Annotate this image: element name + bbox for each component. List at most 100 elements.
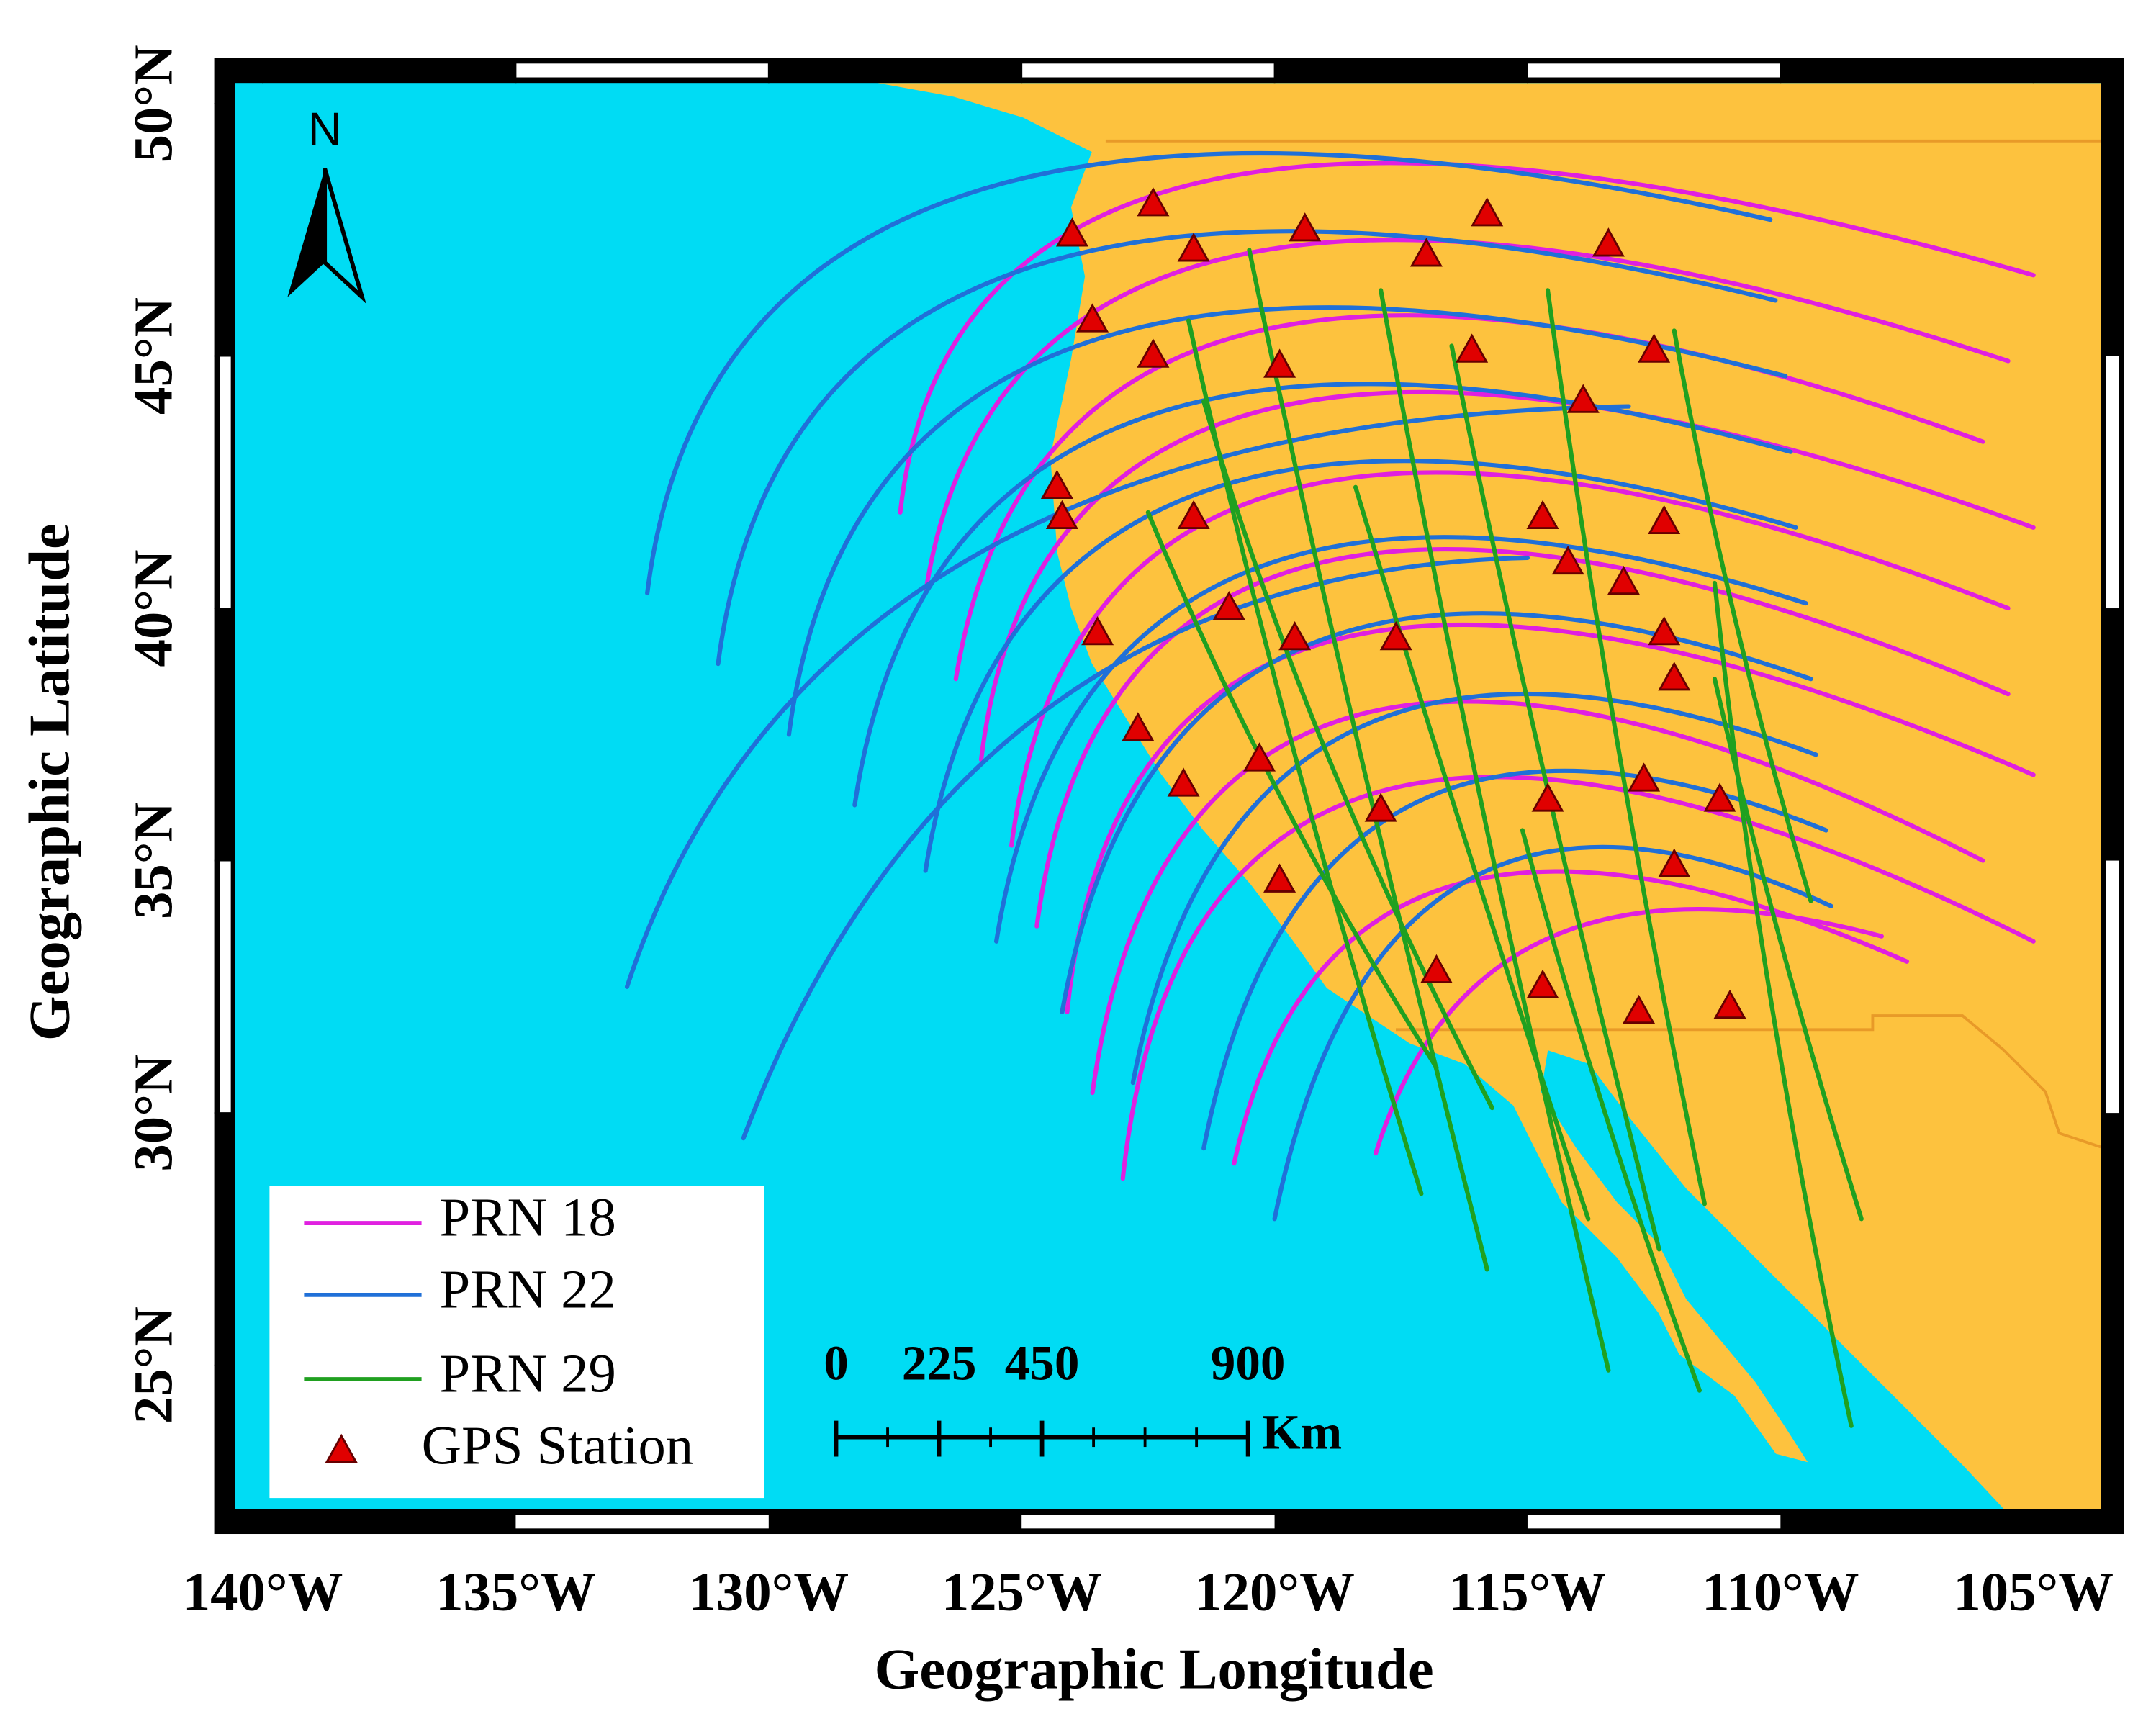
track xyxy=(716,229,1778,667)
gps-station xyxy=(1607,565,1640,595)
y-tick-label: 30°N xyxy=(122,1055,184,1172)
north-arrow-left xyxy=(287,168,325,297)
x-axis-label: Geographic Longitude xyxy=(874,1637,1433,1701)
track xyxy=(1712,677,1864,1222)
legend-label: PRN 29 xyxy=(440,1343,616,1404)
gps-station xyxy=(1137,338,1170,368)
y-tick-label: 25°N xyxy=(122,1306,184,1424)
scale-label: 0 xyxy=(824,1335,849,1391)
track xyxy=(1034,546,2011,929)
scale-bar: 0 225 450 900 Km xyxy=(824,1335,1342,1460)
gps-station xyxy=(1289,212,1322,242)
legend-label: PRN 18 xyxy=(440,1187,616,1248)
x-tick-label: 110°W xyxy=(1702,1561,1859,1623)
frame-segment xyxy=(515,1515,769,1529)
x-tick-label: 130°W xyxy=(688,1561,849,1623)
x-tick-label: 105°W xyxy=(1953,1561,2114,1623)
scale-unit: Km xyxy=(1262,1404,1342,1459)
gps-station xyxy=(1456,333,1489,363)
scale-label: 450 xyxy=(1005,1335,1080,1391)
gps-station xyxy=(1364,793,1397,822)
y-tick-label: 45°N xyxy=(122,297,184,415)
legend-swatch xyxy=(325,1433,358,1463)
tracks xyxy=(624,150,2036,1428)
track xyxy=(1145,510,1439,1070)
gps-station xyxy=(1658,848,1691,877)
frame-segment xyxy=(2106,356,2119,609)
frame-segment xyxy=(1527,1515,1781,1529)
gps-station xyxy=(1076,303,1109,333)
north-arrow: N xyxy=(287,103,366,304)
x-tick-label: 140°W xyxy=(183,1561,343,1623)
gps-station xyxy=(1278,621,1312,651)
y-axis-label: Geographic Latitude xyxy=(17,523,81,1041)
gps-station xyxy=(1379,621,1412,651)
gps-station xyxy=(1551,545,1584,575)
track xyxy=(1712,580,1854,1428)
gps-station xyxy=(1409,238,1443,267)
north-label: N xyxy=(308,103,342,155)
legend-label: PRN 22 xyxy=(440,1259,616,1320)
track xyxy=(1120,775,2036,1181)
gps-station xyxy=(1263,348,1296,378)
gps-station xyxy=(1638,333,1671,363)
gps-station xyxy=(1566,384,1600,413)
gps-station xyxy=(1648,505,1681,535)
frame-segment xyxy=(1021,63,1275,78)
track xyxy=(993,535,1808,944)
frame-segment xyxy=(2106,860,2119,1114)
track xyxy=(1232,869,1910,1166)
gps-station xyxy=(1703,782,1736,812)
track xyxy=(1272,844,1833,1222)
gps-station xyxy=(1623,994,1656,1024)
legend: PRN 18 PRN 22 PRN 29 GPS Station xyxy=(304,1187,693,1476)
x-tick-label: 115°W xyxy=(1449,1561,1606,1623)
track xyxy=(1520,828,1702,1393)
gps-station xyxy=(1122,712,1155,741)
scale-label: 225 xyxy=(902,1335,977,1391)
y-tick-label: 50°N xyxy=(122,45,184,162)
track xyxy=(898,161,2036,515)
gps-station xyxy=(1263,863,1296,893)
track xyxy=(852,382,1793,808)
gps-station xyxy=(1420,954,1453,984)
track xyxy=(1379,288,1611,1373)
gps-station xyxy=(1212,590,1245,620)
track xyxy=(1247,248,1489,1272)
track xyxy=(1672,328,1813,903)
gps-station xyxy=(1526,969,1559,999)
gps-station xyxy=(1055,217,1088,247)
track xyxy=(741,555,1530,1141)
gps-station xyxy=(1592,227,1625,257)
frame-segments xyxy=(220,63,2119,1529)
frame-segment xyxy=(220,860,231,1114)
gps-station xyxy=(1531,782,1564,812)
x-tick-label: 135°W xyxy=(436,1561,596,1623)
gps-station xyxy=(1471,197,1504,227)
y-tick-label: 35°N xyxy=(122,802,184,919)
axes: 140°W 135°W 130°W 125°W 120°W 115°W 110°W 105°W… xyxy=(122,45,2114,1622)
track xyxy=(1090,699,1985,1096)
frame-segment xyxy=(220,356,231,609)
gps-station xyxy=(1177,233,1210,262)
x-tick-label: 120°W xyxy=(1194,1561,1355,1623)
track xyxy=(645,150,1773,596)
x-tick-label: 125°W xyxy=(942,1561,1102,1623)
gps-station xyxy=(1045,500,1078,530)
border-line xyxy=(1396,1014,2101,1149)
frame-segment xyxy=(1021,1515,1275,1529)
gps-station xyxy=(1040,469,1073,499)
gps-station xyxy=(1167,767,1200,797)
track xyxy=(786,305,1788,737)
gps-station xyxy=(1628,762,1661,792)
y-tick-label: 40°N xyxy=(122,550,184,667)
track xyxy=(624,404,1631,989)
gps-station xyxy=(1526,500,1559,530)
gps-station xyxy=(1081,616,1114,646)
legend-label: GPS Station xyxy=(422,1414,694,1476)
gps-station xyxy=(1137,187,1170,217)
gps-station xyxy=(1658,662,1691,691)
stations xyxy=(1040,187,1746,1024)
track xyxy=(1201,399,1494,1111)
